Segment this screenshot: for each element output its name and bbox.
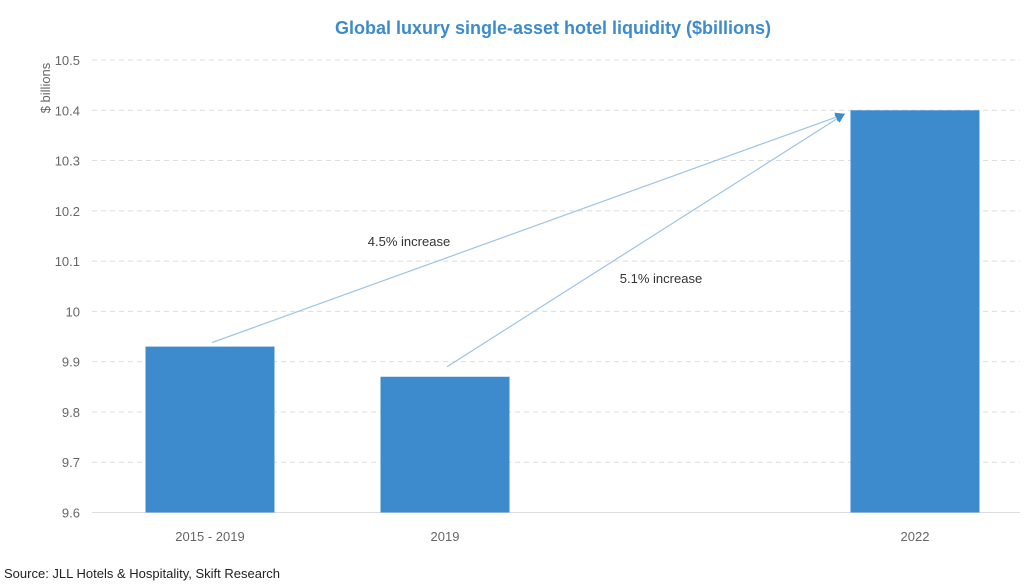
- chart-title: Global luxury single-asset hotel liquidi…: [335, 18, 771, 38]
- bar: [380, 376, 510, 513]
- y-tick-label: 10.3: [55, 154, 80, 169]
- y-axis-label: $ billions: [38, 62, 53, 113]
- annotation-arrow: [211, 112, 846, 344]
- bar: [145, 346, 275, 513]
- annotation-label: 4.5% increase: [368, 234, 450, 249]
- y-tick-label: 10: [66, 304, 80, 319]
- x-tick-label: 2019: [431, 529, 460, 544]
- y-tick-label: 9.9: [62, 355, 80, 370]
- y-tick-label: 9.6: [62, 506, 80, 521]
- x-tick-label: 2015 - 2019: [175, 529, 244, 544]
- source-note: Source: JLL Hotels & Hospitality, Skift …: [4, 566, 281, 581]
- annotation-label: 5.1% increase: [620, 271, 702, 286]
- y-tick-label: 10.4: [55, 103, 80, 118]
- x-tick-label: 2022: [901, 529, 930, 544]
- y-tick-label: 10.2: [55, 204, 80, 219]
- y-tick-label: 10.1: [55, 254, 80, 269]
- y-tick-label: 9.7: [62, 455, 80, 470]
- bar: [850, 110, 980, 513]
- y-tick-label: 9.8: [62, 405, 80, 420]
- y-tick-label: 10.5: [55, 53, 80, 68]
- annotation-arrow: [446, 113, 846, 368]
